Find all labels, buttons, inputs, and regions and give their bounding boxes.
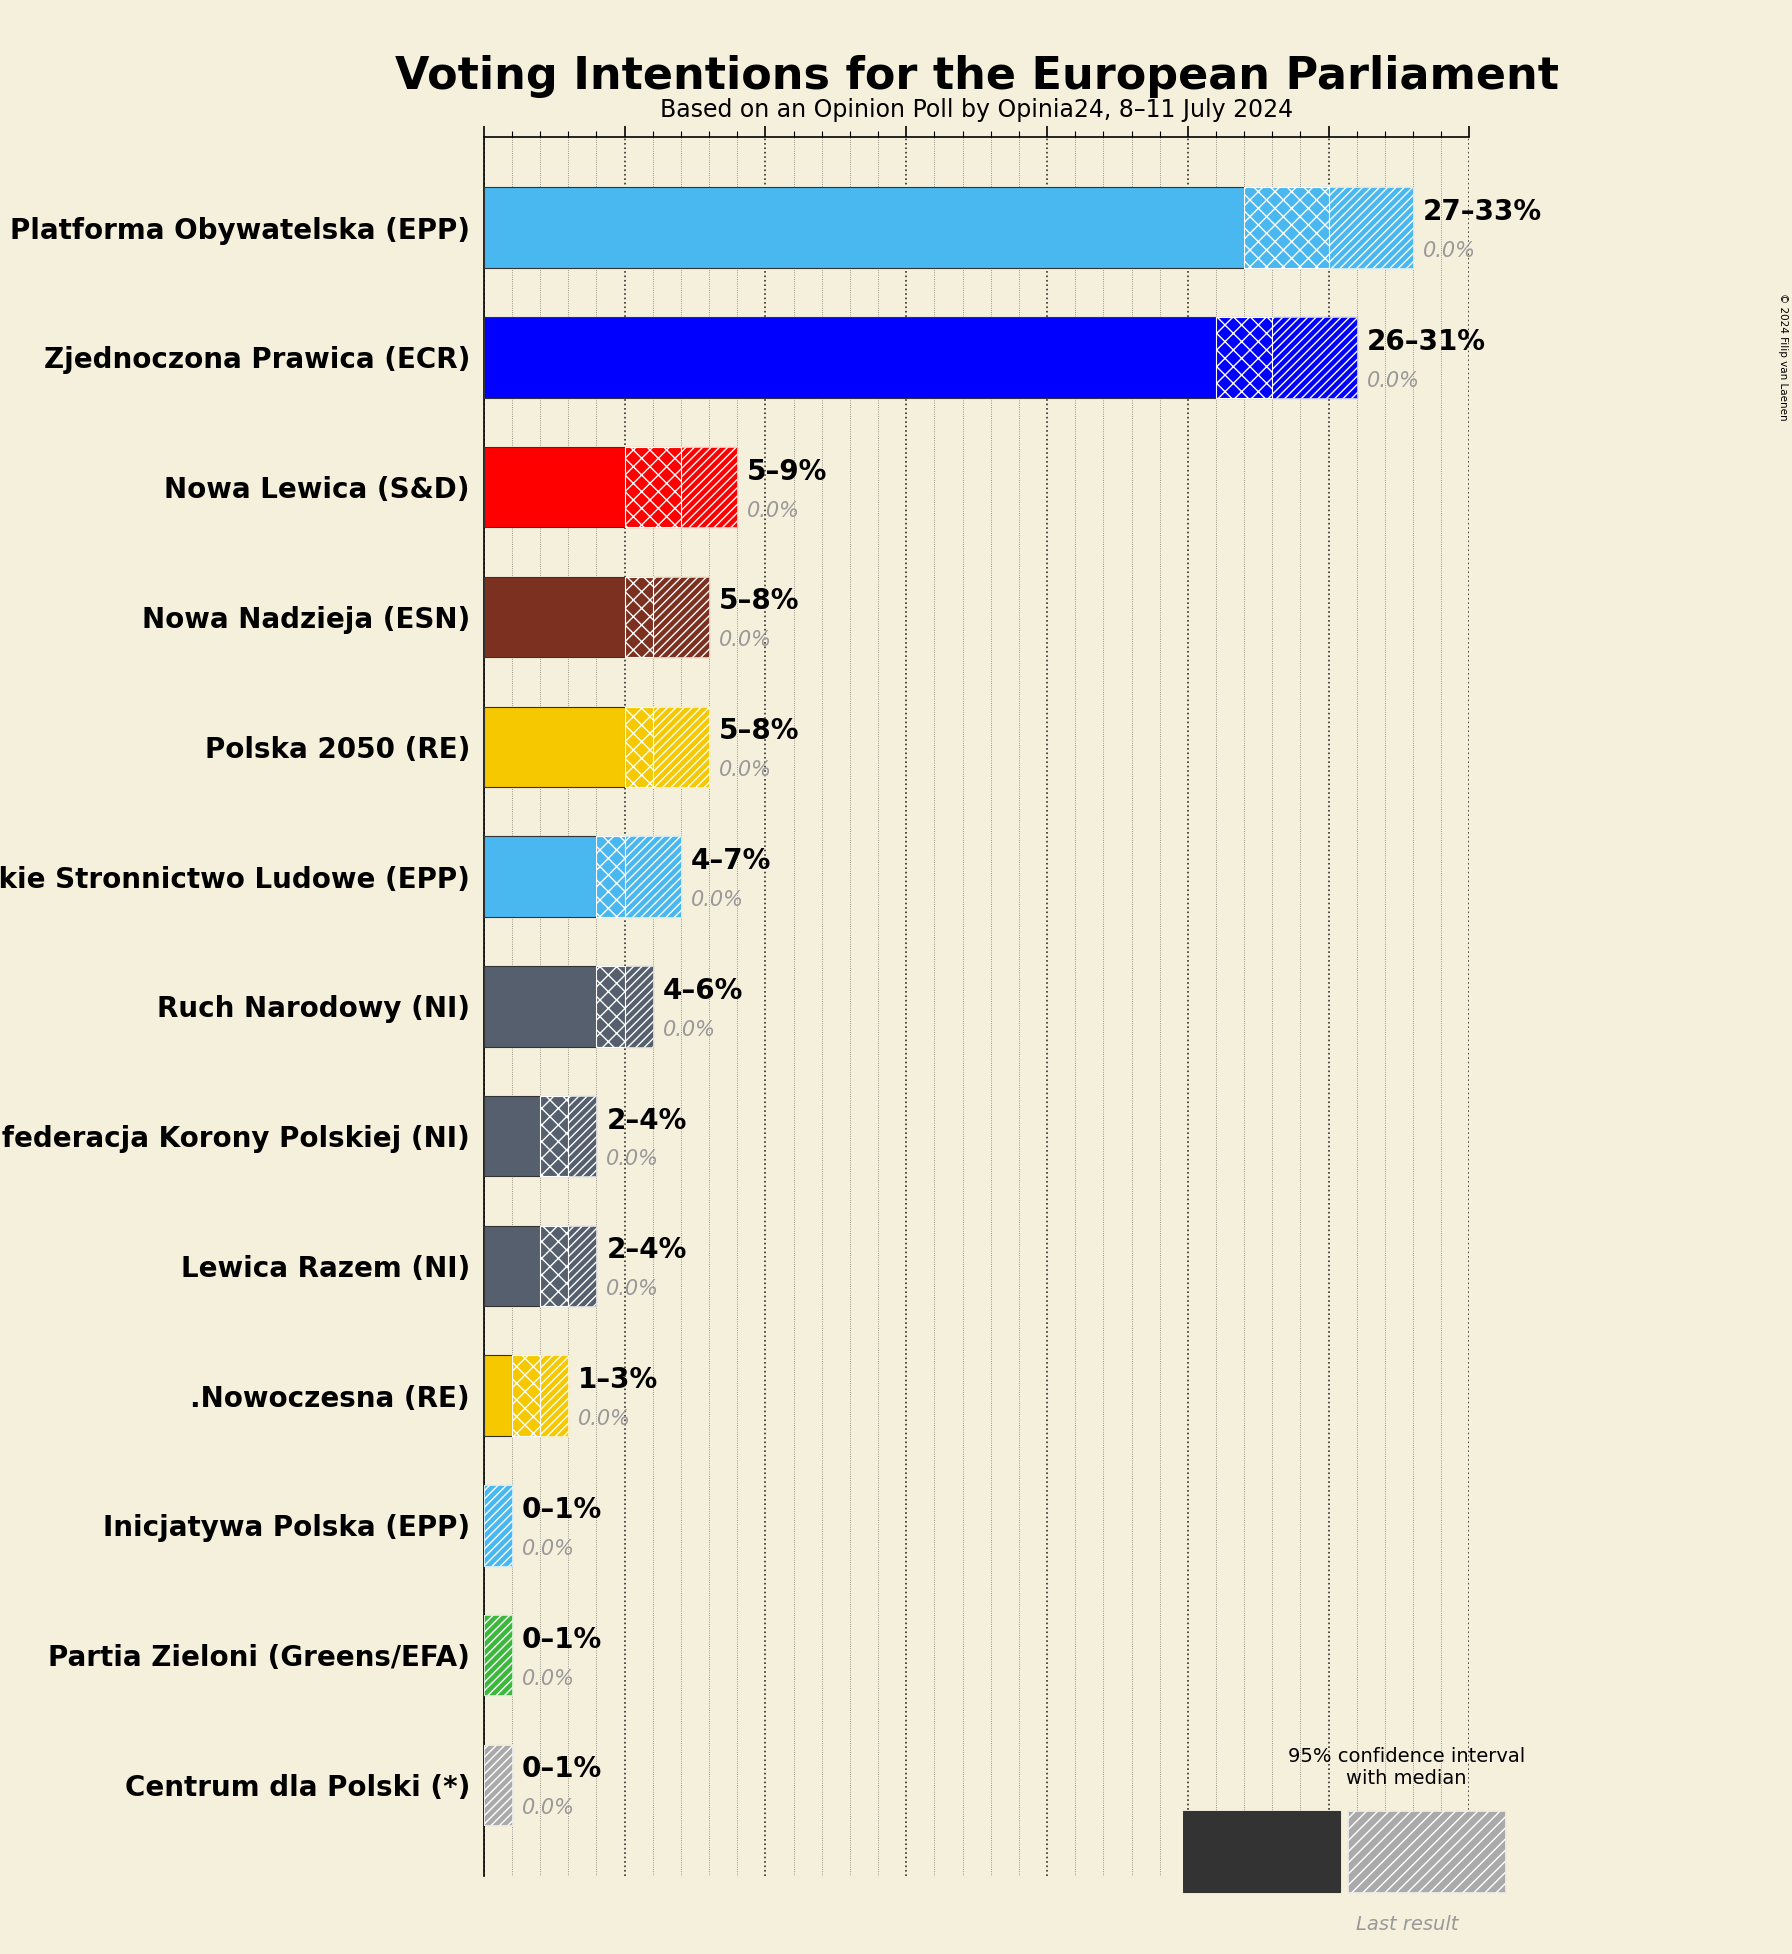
Bar [484, 1614, 513, 1696]
Bar [484, 1614, 513, 1696]
Bar [1272, 317, 1357, 397]
Text: 5–8%: 5–8% [719, 717, 799, 744]
Text: 0.0%: 0.0% [579, 1409, 631, 1428]
Bar [625, 707, 652, 787]
Text: 0.0%: 0.0% [1423, 240, 1477, 262]
Text: 0.0%: 0.0% [606, 1280, 659, 1299]
Text: 0–1%: 0–1% [521, 1626, 602, 1653]
Bar [597, 965, 625, 1047]
Bar [484, 1745, 513, 1825]
Bar [652, 707, 710, 787]
Text: 1–3%: 1–3% [579, 1366, 658, 1393]
Bar [625, 707, 652, 787]
Bar [484, 1485, 513, 1565]
Text: 4–6%: 4–6% [663, 977, 744, 1004]
Text: Voting Intentions for the European Parliament: Voting Intentions for the European Parli… [394, 55, 1559, 98]
Bar [1217, 317, 1272, 397]
Bar [484, 447, 625, 528]
Bar [484, 317, 1217, 397]
Text: 95% confidence interval
with median: 95% confidence interval with median [1288, 1747, 1525, 1788]
Bar [568, 1225, 597, 1305]
Text: 5–9%: 5–9% [747, 457, 828, 487]
Bar [484, 707, 625, 787]
Bar [1244, 188, 1328, 268]
Bar [484, 836, 597, 916]
Text: 4–7%: 4–7% [692, 846, 771, 875]
Bar [681, 447, 737, 528]
Text: 0.0%: 0.0% [521, 1540, 575, 1559]
Bar [625, 576, 652, 657]
Bar [625, 447, 681, 528]
Bar [484, 1225, 539, 1305]
Bar [513, 1356, 539, 1436]
Text: 0.0%: 0.0% [521, 1798, 575, 1819]
Bar [1328, 188, 1414, 268]
Text: 0.0%: 0.0% [663, 1020, 715, 1040]
Bar [568, 1225, 597, 1305]
Text: 26–31%: 26–31% [1367, 328, 1486, 356]
Bar [539, 1225, 568, 1305]
Bar [597, 836, 625, 916]
Text: 2–4%: 2–4% [606, 1106, 686, 1135]
Bar [484, 576, 625, 657]
Text: 0–1%: 0–1% [521, 1755, 602, 1784]
Text: 0.0%: 0.0% [692, 889, 744, 911]
Text: 0.0%: 0.0% [747, 500, 801, 520]
Bar [539, 1356, 568, 1436]
Text: 0.0%: 0.0% [1367, 371, 1419, 391]
Text: Based on an Opinion Poll by Opinia24, 8–11 July 2024: Based on an Opinion Poll by Opinia24, 8–… [659, 98, 1294, 121]
Text: 0.0%: 0.0% [606, 1149, 659, 1168]
Bar [484, 965, 597, 1047]
Bar [597, 836, 625, 916]
Bar [597, 965, 625, 1047]
Bar [1349, 1811, 1505, 1891]
Bar [539, 1096, 568, 1176]
Text: 5–8%: 5–8% [719, 588, 799, 616]
Bar [652, 576, 710, 657]
Bar [625, 965, 652, 1047]
Bar [652, 707, 710, 787]
Text: 0.0%: 0.0% [719, 631, 772, 651]
Bar [539, 1356, 568, 1436]
Bar [484, 1356, 513, 1436]
Bar [539, 1225, 568, 1305]
Bar [484, 188, 1244, 268]
Bar [484, 1745, 513, 1825]
Text: 0.0%: 0.0% [521, 1669, 575, 1688]
Bar [1272, 317, 1357, 397]
Bar [1349, 1811, 1505, 1891]
Bar [1217, 317, 1272, 397]
Bar [625, 447, 681, 528]
Bar [568, 1096, 597, 1176]
Bar [513, 1356, 539, 1436]
Bar [539, 1096, 568, 1176]
Text: © 2024 Filip van Laenen: © 2024 Filip van Laenen [1778, 293, 1788, 420]
Bar [1183, 1811, 1340, 1891]
Text: 0–1%: 0–1% [521, 1497, 602, 1524]
Text: 2–4%: 2–4% [606, 1237, 686, 1264]
Bar [625, 836, 681, 916]
Bar [625, 576, 652, 657]
Text: 27–33%: 27–33% [1423, 197, 1543, 227]
Bar [652, 576, 710, 657]
Bar [625, 965, 652, 1047]
Bar [681, 447, 737, 528]
Bar [484, 1485, 513, 1565]
Text: Last result: Last result [1355, 1915, 1459, 1934]
Text: 0.0%: 0.0% [719, 760, 772, 780]
Bar [568, 1096, 597, 1176]
Bar [484, 1096, 539, 1176]
Bar [625, 836, 681, 916]
Bar [1244, 188, 1328, 268]
Bar [1328, 188, 1414, 268]
